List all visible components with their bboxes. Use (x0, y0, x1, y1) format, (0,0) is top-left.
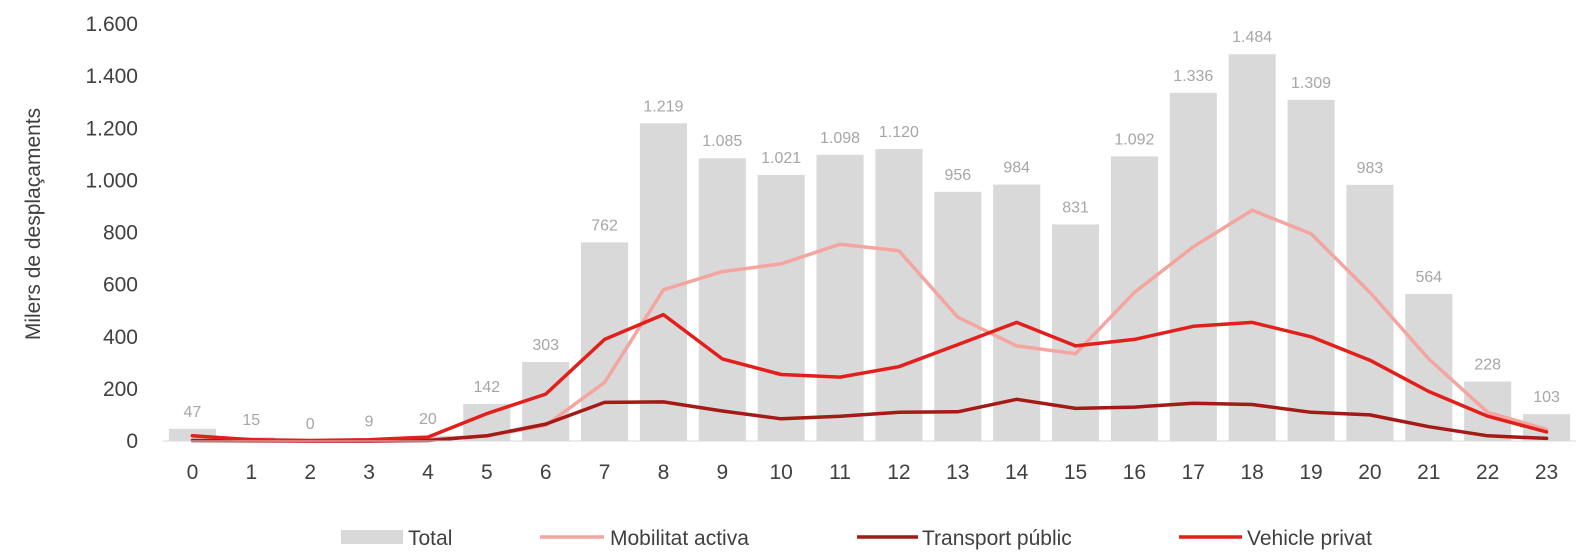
y-tick-label: 400 (103, 326, 138, 349)
x-tick-label: 13 (946, 461, 969, 484)
bar (1405, 294, 1453, 441)
y-tick-label: 1.200 (85, 117, 138, 140)
bar-data-label: 303 (532, 337, 559, 354)
bar-data-label: 1.085 (702, 133, 742, 150)
bar (1346, 184, 1394, 442)
bar-data-label: 103 (1533, 389, 1560, 406)
bar (1287, 99, 1335, 442)
bar-data-label: 47 (184, 404, 202, 421)
x-tick-label: 3 (363, 461, 375, 484)
bar-data-label: 15 (242, 412, 260, 429)
legend-label: Vehicle privat (1247, 527, 1372, 550)
legend: Total Mobilitat activa Transport públic Veh… (341, 527, 1372, 550)
bar-data-label: 956 (944, 167, 971, 184)
legend-label: Mobilitat activa (610, 527, 749, 550)
x-tick-label: 19 (1299, 461, 1322, 484)
bar (757, 174, 805, 442)
x-tick-label: 15 (1064, 461, 1087, 484)
bar-data-label: 564 (1415, 269, 1442, 286)
series-line-vehicle-privat (190, 312, 1549, 443)
y-tick-label: 200 (103, 378, 138, 401)
x-tick-label: 11 (829, 461, 851, 484)
y-tick-label: 800 (103, 222, 138, 245)
x-axis-ticks: 0 1 2 3 4 5 6 7 8 9 10 11 12 13 14 15 16 17 18 19 20 21 22 23 (187, 461, 1559, 484)
x-tick-label: 18 (1241, 461, 1264, 484)
bar (1228, 54, 1276, 442)
bar-data-label: 831 (1062, 199, 1089, 216)
bars-total (168, 54, 1571, 442)
bar-data-label: 0 (306, 416, 315, 433)
bar-data-label: 1.092 (1114, 131, 1154, 148)
series-line-transport-p-blic (190, 397, 1549, 443)
x-tick-label: 5 (481, 461, 493, 484)
bar-data-label: 1.098 (820, 130, 860, 147)
y-axis-ticks: 0 200 400 600 800 1.000 1.200 1.400 1.600 (85, 13, 138, 453)
x-tick-label: 20 (1358, 461, 1381, 484)
x-tick-label: 1 (245, 461, 257, 484)
x-tick-label: 22 (1476, 461, 1499, 484)
bar-data-label: 1.021 (761, 150, 801, 167)
bar-data-label: 1.219 (643, 98, 683, 115)
x-tick-label: 23 (1535, 461, 1558, 484)
bar (1110, 156, 1158, 441)
bar-data-label: 142 (473, 379, 500, 396)
x-tick-label: 16 (1123, 461, 1146, 484)
bar-data-labels: 47 15 0 9 20 142 303 762 1.219 1.085 1.021 1.098 1.1… (184, 29, 1560, 433)
x-tick-label: 12 (887, 461, 910, 484)
x-tick-label: 8 (658, 461, 670, 484)
bar-data-label: 762 (591, 217, 618, 234)
y-tick-label: 1.600 (85, 13, 138, 36)
y-tick-label: 0 (126, 430, 138, 453)
bar-data-label: 1.336 (1173, 68, 1213, 85)
bar-data-label: 1.484 (1232, 29, 1272, 46)
x-tick-label: 10 (770, 461, 793, 484)
y-tick-label: 600 (103, 274, 138, 297)
bar-data-label: 20 (419, 411, 437, 428)
bar (816, 154, 864, 442)
x-tick-label: 21 (1417, 461, 1440, 484)
legend-label: Transport públic (922, 527, 1072, 550)
bar (698, 158, 746, 442)
bar (875, 149, 923, 441)
x-tick-label: 17 (1182, 461, 1205, 484)
y-axis-title: Milers de desplaçaments (22, 108, 45, 340)
y-tick-label: 1.000 (85, 169, 138, 192)
legend-swatch-bar (341, 530, 403, 544)
x-tick-label: 6 (540, 461, 552, 484)
x-tick-label: 14 (1005, 461, 1029, 484)
x-tick-label: 4 (422, 461, 434, 484)
legend-label: Total (408, 527, 452, 550)
x-tick-label: 0 (187, 461, 199, 484)
x-tick-label: 9 (716, 461, 728, 484)
series-line-mobilitat-activa (190, 208, 1549, 443)
x-tick-label: 7 (599, 461, 611, 484)
bar-data-label: 983 (1357, 160, 1384, 177)
bar (639, 123, 687, 441)
bar (1169, 92, 1217, 442)
series-lines (190, 208, 1549, 443)
bar-data-label: 9 (365, 414, 374, 431)
bar-data-label: 1.309 (1291, 75, 1331, 92)
y-tick-label: 1.400 (85, 65, 138, 88)
bar-data-label: 1.120 (879, 124, 919, 141)
bar-data-label: 984 (1003, 160, 1030, 177)
bar-data-label: 228 (1474, 357, 1501, 374)
x-tick-label: 2 (304, 461, 316, 484)
